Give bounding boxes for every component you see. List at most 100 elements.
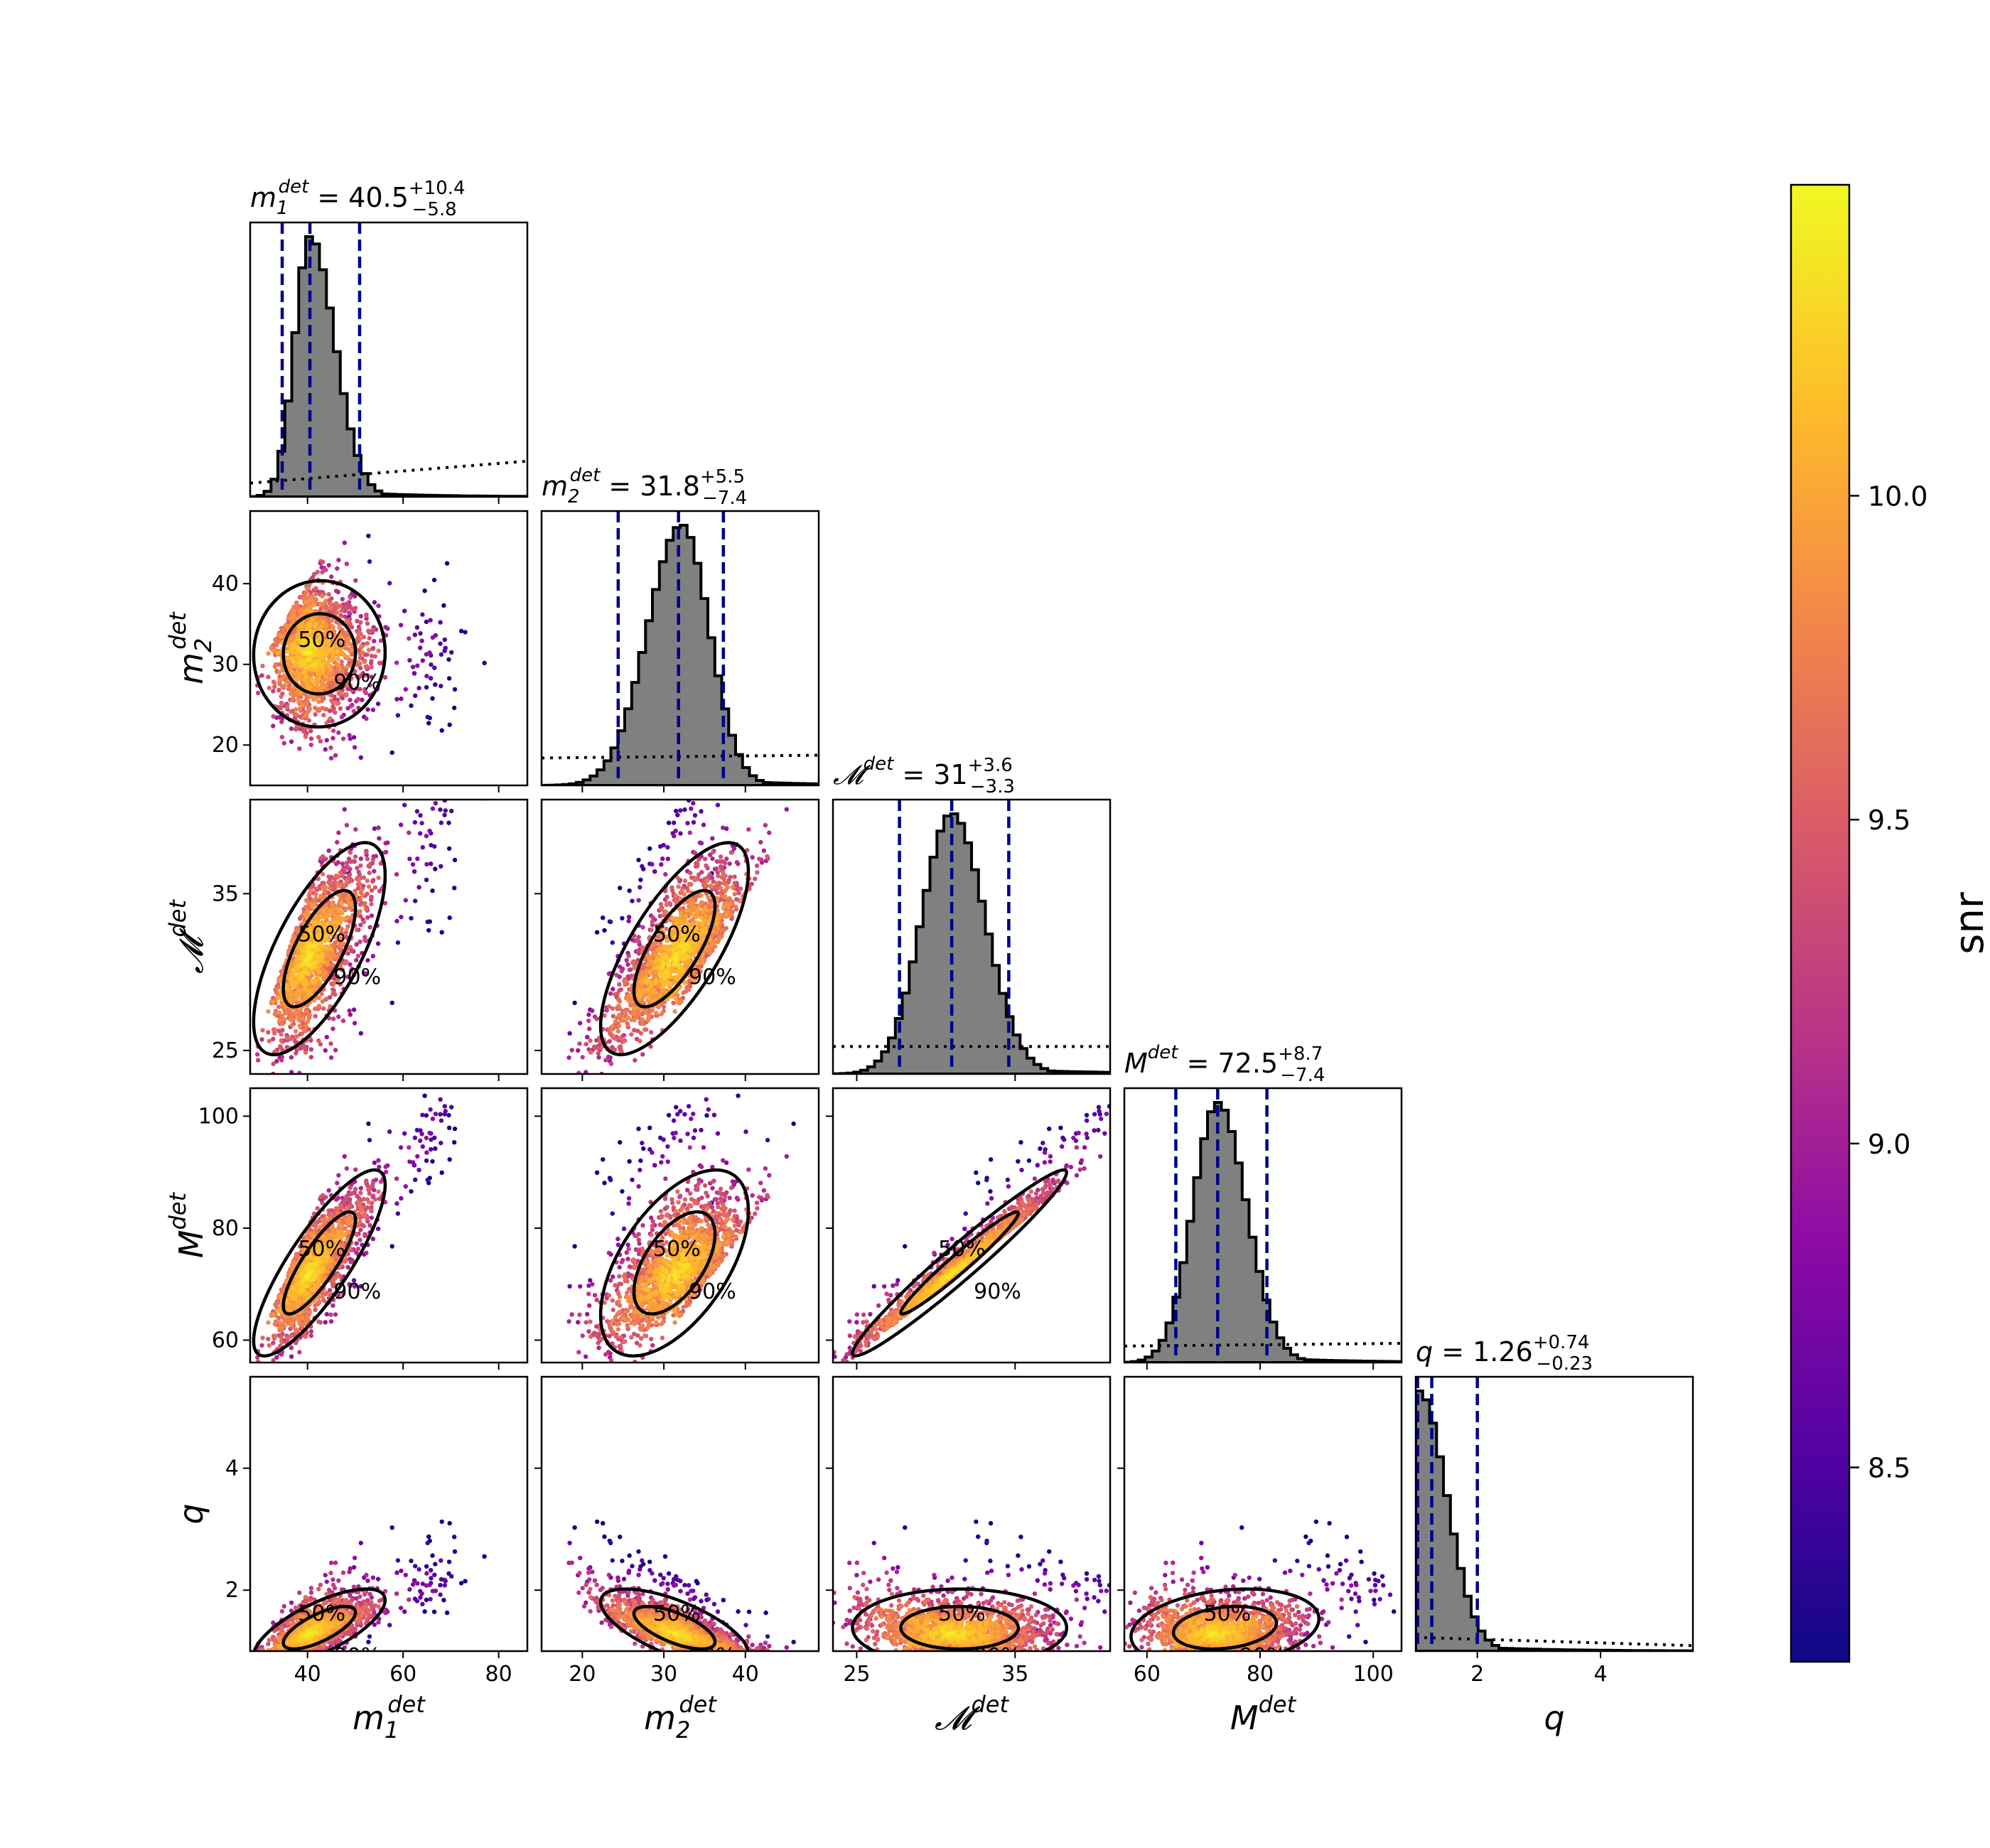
xtick-label-m1: 40 — [294, 1662, 321, 1687]
contour-90-m2-M — [598, 1168, 751, 1358]
contour-label-50: 50% — [298, 923, 345, 947]
panel-m1-q: 50% 90% 40 60 80 2 4 — [225, 1375, 529, 1687]
panel-frame — [540, 798, 820, 1075]
colorbar-tick-label: 10.0 — [1868, 480, 1928, 512]
panel-m2-q: 50%90%20 30 40 — [534, 1375, 820, 1687]
xtick-label-M: 60 — [1134, 1662, 1161, 1687]
contour-90-m1-mc — [252, 841, 387, 1057]
histogram-m2 — [542, 524, 819, 785]
scatter-m2-q — [566, 1519, 796, 1651]
panel-mc-q: 50% 90% 25 35 — [826, 1375, 1112, 1687]
panel-m1-M: 50% 90% 60 80 100 — [198, 1087, 529, 1370]
ylabel-q: q — [172, 1503, 210, 1524]
contour-label-50: 50% — [653, 923, 701, 947]
panel-M-M: Mdet = 72.5+8.7 −7.4 — [1123, 1042, 1403, 1370]
panel-frame — [540, 1087, 820, 1364]
ytick-label-mc: 25 — [212, 1038, 239, 1063]
contour-90-m2-mc — [598, 841, 751, 1057]
colorbar-tick-label: 9.0 — [1868, 1129, 1910, 1160]
prior-line-M — [1124, 1341, 1402, 1348]
xlabel-mc: 𝓜det — [935, 1691, 1010, 1737]
contour-label-50: 50% — [298, 1601, 345, 1626]
xlabel-m2: m2det — [644, 1691, 717, 1744]
colorbar-label: snr — [1947, 891, 1990, 955]
panel-title-mc: 𝓜det = 31+3.6 −3.3 — [833, 753, 1015, 797]
panel-mc-M: 50%90% — [826, 1087, 1112, 1370]
contour-50-m1-mc — [281, 888, 357, 1009]
colorbar-gradient — [1790, 183, 1851, 1663]
contour-label-90: 90% — [974, 1279, 1021, 1304]
contour-50-mc-q — [899, 1604, 1021, 1651]
contour-label-90: 90% — [333, 1644, 381, 1669]
colorbar-tick-label: 8.5 — [1868, 1453, 1910, 1484]
histogram-m1 — [250, 235, 527, 497]
contour-label-50: 50% — [298, 1237, 345, 1262]
panel-title-M: Mdet = 72.5+8.7 −7.4 — [1124, 1042, 1325, 1086]
contour-90-M-q — [1129, 1587, 1321, 1651]
contour-90-mc-M — [851, 1168, 1069, 1358]
ylabel-mc: 𝓜det — [164, 899, 210, 974]
snr-colorbar: 8.5 9.0 9.5 10.0 snr — [1790, 183, 1990, 1663]
contour-label-90: 90% — [689, 1279, 736, 1304]
panel-mc-mc: 𝓜det = 31+3.6 −3.3 — [832, 753, 1112, 1081]
panel-m1-m2: 50% 90% 20 30 40 — [212, 510, 529, 793]
ytick-label-M: 80 — [212, 1216, 239, 1241]
scatter-m1-mc — [255, 800, 487, 1074]
panel-frame — [832, 1087, 1112, 1364]
xlabel-m1: m1det — [353, 1691, 426, 1744]
contour-90-m1-q — [252, 1587, 387, 1651]
contour-90-mc-q — [851, 1587, 1069, 1651]
prior-line-m1 — [250, 459, 527, 485]
xtick-label-m2: 30 — [650, 1662, 677, 1687]
contour-50-m2-M — [632, 1210, 717, 1316]
contour-50-m1-q — [281, 1604, 357, 1651]
colorbar-tick-label: 9.5 — [1868, 805, 1910, 836]
panel-frame — [1123, 1375, 1403, 1653]
xtick-label-m1: 80 — [485, 1662, 512, 1687]
prior-line-q — [1416, 1635, 1693, 1648]
histogram-M — [1124, 1101, 1402, 1363]
panel-title-q: q = 1.26+0.74 −0.23 — [1416, 1332, 1593, 1375]
xtick-label-q: 4 — [1593, 1662, 1607, 1687]
panel-m2-mc: 50% 90% — [534, 798, 820, 1081]
panel-title-m2: m2det = 31.8+5.5 −7.4 — [542, 465, 747, 509]
contour-50-m2-mc — [632, 888, 717, 1009]
panel-frame — [249, 1375, 529, 1653]
contour-label-90: 90% — [974, 1644, 1021, 1669]
ytick-label-m2: 30 — [212, 652, 239, 677]
contour-label-90: 90% — [1239, 1644, 1287, 1669]
ytick-label-M: 60 — [212, 1328, 239, 1353]
contour-label-90: 90% — [333, 1279, 381, 1304]
ytick-label-q: 4 — [225, 1456, 239, 1481]
contour-label-50: 50% — [653, 1237, 701, 1262]
panel-frame — [249, 510, 529, 787]
contour-90-m1-M — [252, 1168, 387, 1358]
xtick-label-m1: 60 — [389, 1662, 416, 1687]
xtick-label-m2: 20 — [569, 1662, 596, 1687]
xtick-label-M: 100 — [1353, 1662, 1394, 1687]
panel-frame — [249, 221, 529, 498]
histogram-mc — [833, 812, 1110, 1074]
panel-frame — [1123, 1087, 1403, 1364]
panel-m2-m2: m2det = 31.8+5.5 −7.4 — [540, 465, 820, 793]
panel-frame — [249, 798, 529, 1075]
contour-50-m1-m2 — [281, 612, 357, 696]
contour-label-90: 90% — [333, 965, 381, 990]
prior-line-m2 — [542, 753, 819, 760]
scatter-m1-M — [255, 1093, 458, 1363]
panel-M-q: 50% 90% 60 80 100 — [1117, 1375, 1403, 1687]
xtick-label-mc: 25 — [843, 1662, 870, 1687]
xtick-label-mc: 35 — [1001, 1662, 1028, 1687]
contour-label-90: 90% — [689, 965, 736, 990]
contour-90-m1-m2 — [252, 579, 387, 729]
xlabel-M: Mdet — [1230, 1691, 1297, 1737]
panel-m2-M: 50% 90% — [534, 1087, 820, 1370]
panel-m1-mc: 50% 90% 25 35 — [212, 798, 529, 1081]
contour-label-90: 90% — [333, 670, 381, 695]
scatter-m2-M — [566, 1093, 796, 1363]
xtick-label-M: 80 — [1247, 1662, 1274, 1687]
ytick-label-m2: 40 — [212, 571, 239, 596]
xlabel-q: q — [1544, 1699, 1564, 1737]
contour-50-M-q — [1171, 1604, 1279, 1651]
